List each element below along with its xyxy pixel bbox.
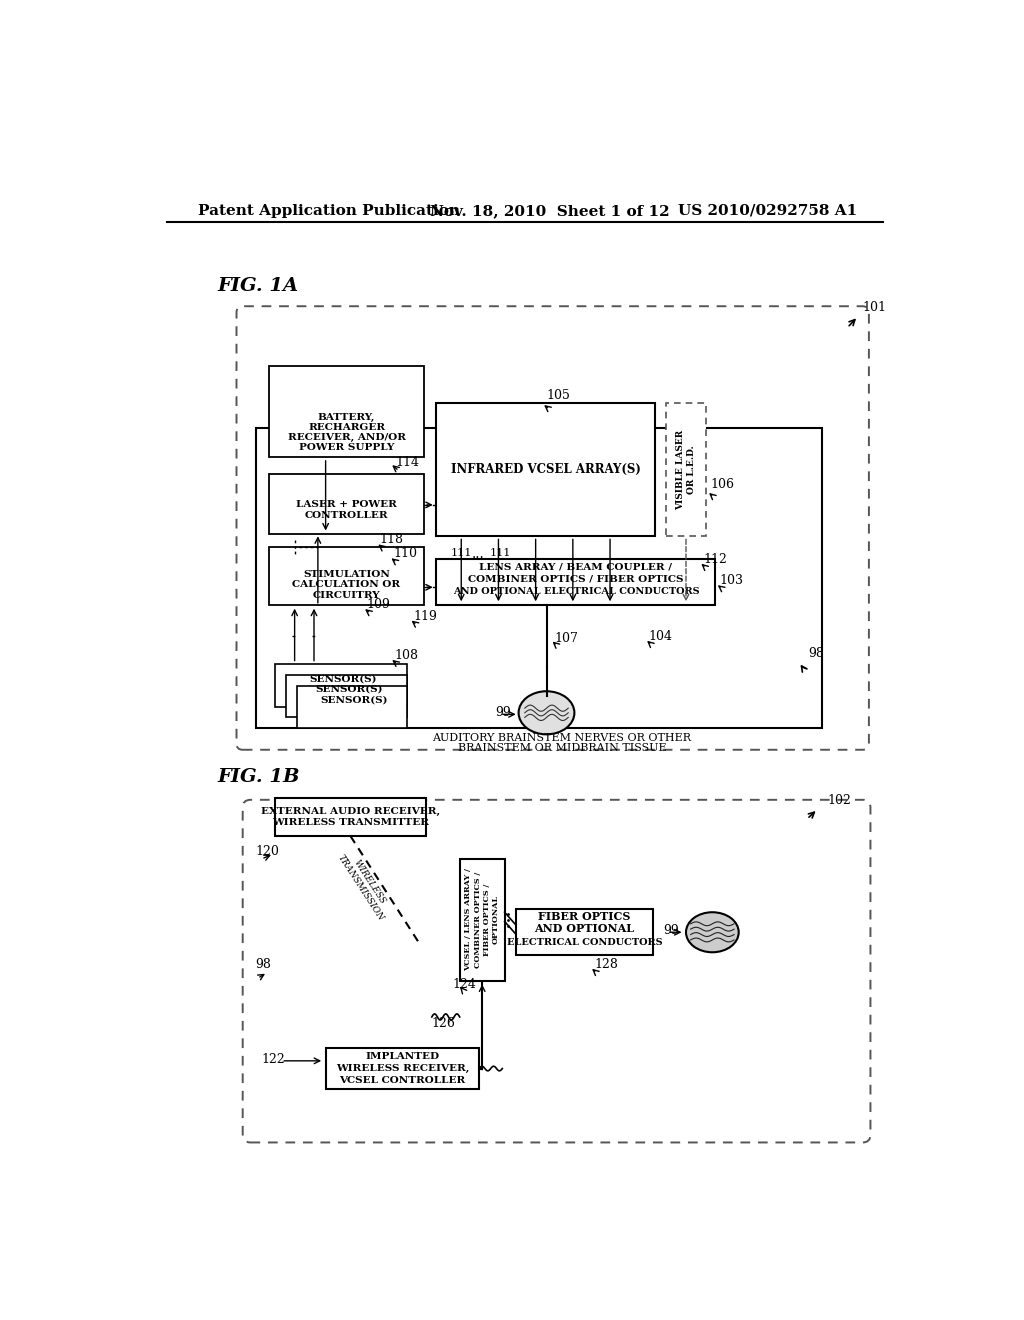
Text: VISIBLE LASER
OR L.E.D.: VISIBLE LASER OR L.E.D. [676, 429, 695, 510]
Text: WIRELESS TRANSMITTER: WIRELESS TRANSMITTER [272, 818, 429, 828]
Bar [269, 474, 424, 535]
Text: 112: 112 [703, 553, 727, 566]
Text: SENSOR(S): SENSOR(S) [321, 696, 388, 705]
Bar [256, 428, 821, 729]
Text: 98: 98 [255, 958, 271, 972]
Bar [436, 404, 655, 536]
Text: CONTROLLER: CONTROLLER [305, 511, 388, 520]
Bar [275, 797, 426, 836]
Text: Patent Application Publication: Patent Application Publication [198, 203, 460, 218]
Text: 104: 104 [649, 630, 673, 643]
Text: CIRCUITRY: CIRCUITRY [312, 591, 380, 601]
Text: 103: 103 [719, 574, 743, 587]
Text: 114: 114 [395, 457, 420, 470]
Text: 99: 99 [663, 924, 679, 937]
Text: WIRELESS
TRANSMISSION: WIRELESS TRANSMISSION [336, 847, 394, 923]
Text: ELECTRICAL CONDUCTORS: ELECTRICAL CONDUCTORS [507, 937, 663, 946]
Text: VCSEL / LENS ARRAY /
COMBINER OPTICS /
FIBER OPTICS /
OPTIONAL: VCSEL / LENS ARRAY / COMBINER OPTICS / F… [464, 869, 500, 972]
Text: 101: 101 [862, 301, 887, 314]
Text: CALCULATION OR: CALCULATION OR [293, 581, 400, 589]
Text: 126: 126 [432, 1016, 456, 1030]
Text: 109: 109 [367, 598, 390, 611]
Text: 105: 105 [547, 388, 570, 401]
Text: Nov. 18, 2010  Sheet 1 of 12: Nov. 18, 2010 Sheet 1 of 12 [430, 203, 670, 218]
Ellipse shape [686, 912, 738, 952]
Text: STIMULATION: STIMULATION [303, 569, 390, 578]
Text: 110: 110 [393, 548, 417, 560]
Bar [269, 367, 424, 457]
Text: ...: ... [472, 546, 484, 561]
Text: INFRARED VCSEL ARRAY(S): INFRARED VCSEL ARRAY(S) [451, 463, 641, 477]
Text: 98: 98 [809, 647, 824, 660]
Text: FIG. 1A: FIG. 1A [217, 277, 298, 294]
Text: FIG. 1B: FIG. 1B [217, 768, 300, 787]
Text: AUDITORY BRAINSTEM NERVES OR OTHER: AUDITORY BRAINSTEM NERVES OR OTHER [432, 733, 691, 743]
Text: 119: 119 [414, 610, 437, 623]
Bar [269, 548, 424, 605]
Text: POWER SUPPLY: POWER SUPPLY [299, 444, 394, 453]
Bar [275, 664, 407, 706]
Text: BRAINSTEM OR MIDBRAIN TISSUE: BRAINSTEM OR MIDBRAIN TISSUE [458, 743, 667, 752]
Text: VCSEL CONTROLLER: VCSEL CONTROLLER [339, 1076, 466, 1085]
Bar [436, 558, 716, 605]
Text: BATTERY,: BATTERY, [317, 413, 375, 422]
Text: 106: 106 [711, 478, 735, 491]
Text: LASER + POWER: LASER + POWER [296, 500, 397, 510]
Text: 107: 107 [554, 632, 579, 645]
Text: LENS ARRAY / BEAM COUPLER /: LENS ARRAY / BEAM COUPLER / [479, 562, 673, 572]
Bar [515, 909, 653, 956]
Bar [666, 404, 707, 536]
Text: EXTERNAL AUDIO RECEIVER,: EXTERNAL AUDIO RECEIVER, [261, 808, 440, 817]
Text: SENSOR(S): SENSOR(S) [309, 675, 377, 684]
Text: 99: 99 [496, 706, 511, 719]
Text: RECHARGER: RECHARGER [308, 424, 385, 432]
Text: 102: 102 [827, 793, 851, 807]
Text: 111: 111 [451, 548, 472, 558]
Text: RECEIVER, AND/OR: RECEIVER, AND/OR [288, 433, 406, 442]
Bar [326, 1048, 479, 1089]
Text: 124: 124 [452, 978, 476, 991]
Text: IMPLANTED: IMPLANTED [366, 1052, 439, 1060]
Text: 111: 111 [489, 548, 511, 558]
Text: 122: 122 [261, 1053, 285, 1067]
Text: AND OPTIONAL: AND OPTIONAL [535, 923, 635, 935]
Text: 118: 118 [380, 533, 403, 546]
Ellipse shape [518, 692, 574, 734]
Text: WIRELESS RECEIVER,: WIRELESS RECEIVER, [336, 1064, 469, 1073]
Text: AND OPTIONAL ELECTRICAL CONDUCTORS: AND OPTIONAL ELECTRICAL CONDUCTORS [453, 587, 699, 597]
Bar [297, 686, 407, 729]
Bar [286, 675, 407, 718]
Text: FIBER OPTICS: FIBER OPTICS [539, 911, 631, 921]
Text: SENSOR(S): SENSOR(S) [315, 685, 383, 694]
Text: 120: 120 [256, 845, 280, 858]
Text: US 2010/0292758 A1: US 2010/0292758 A1 [678, 203, 857, 218]
Bar [460, 859, 505, 981]
Text: 128: 128 [595, 958, 618, 972]
Text: COMBINER OPTICS / FIBER OPTICS: COMBINER OPTICS / FIBER OPTICS [468, 576, 684, 583]
Text: 108: 108 [394, 649, 419, 661]
